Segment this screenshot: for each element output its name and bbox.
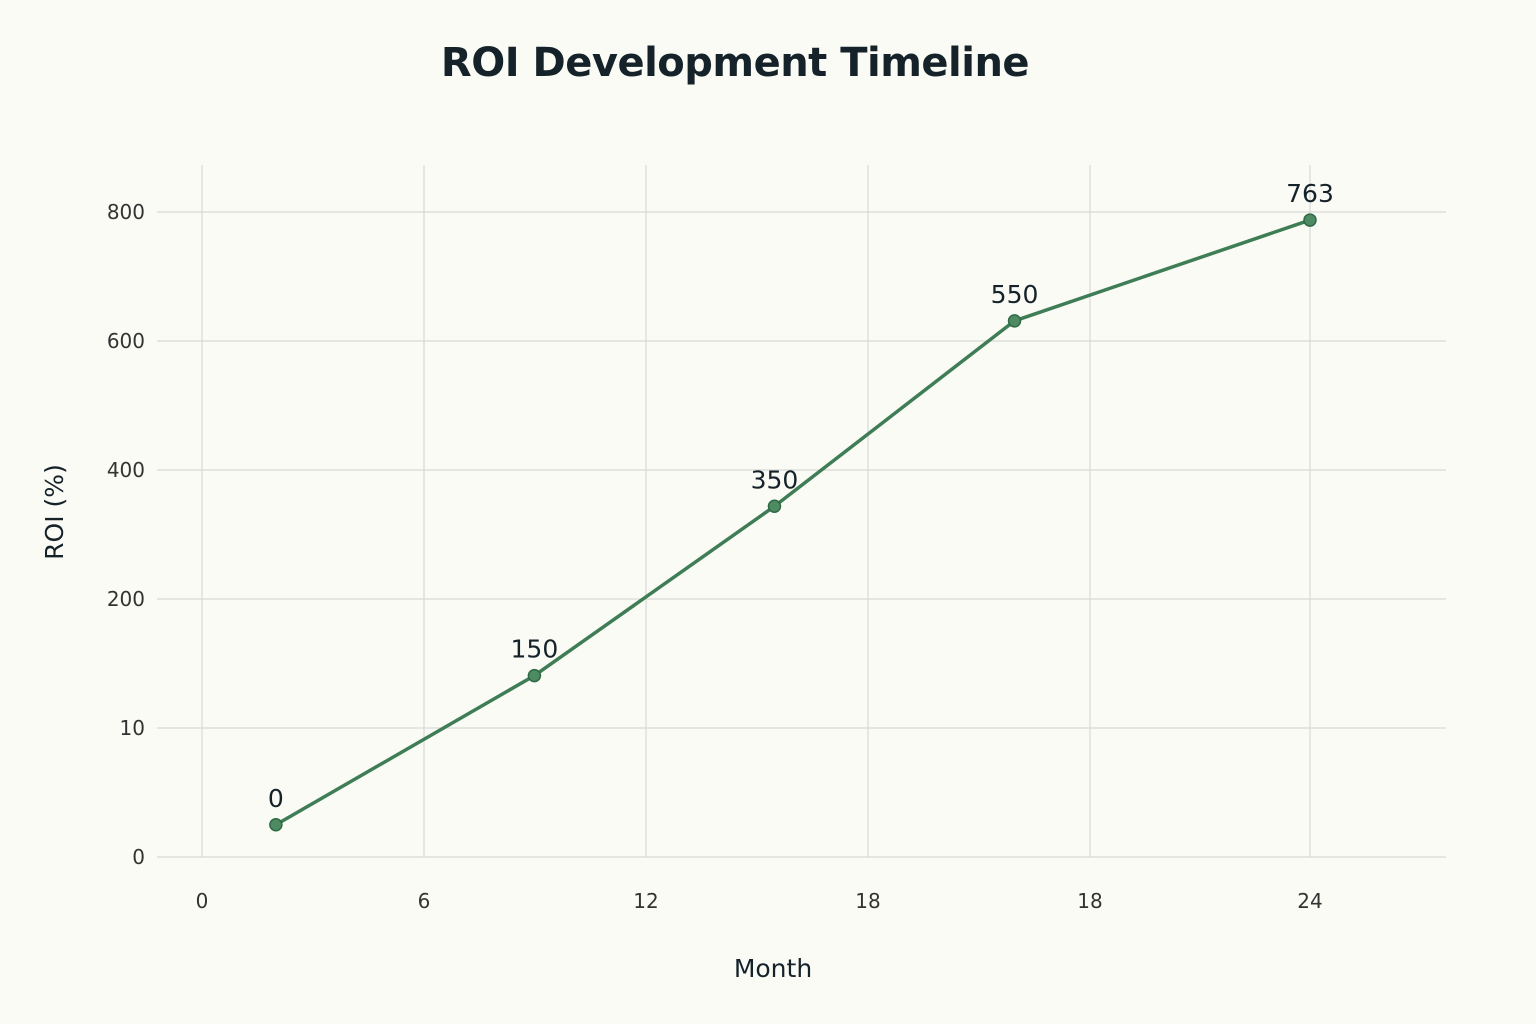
x-tick-label: 18: [855, 889, 880, 913]
data-point: [269, 818, 283, 832]
tick-labels: 0 6 12 18 18 24 0 10 200 400 600 800: [107, 200, 1323, 913]
data-point: [767, 499, 782, 514]
y-tick-label: 0: [132, 845, 145, 869]
data-label: 550: [991, 280, 1039, 309]
y-axis-label: ROI (%): [40, 464, 69, 560]
series-line: [274, 218, 1311, 827]
data-point: [1007, 314, 1022, 328]
data-point: [1303, 213, 1317, 227]
x-axis-label: Month: [734, 954, 812, 983]
chart-title: ROI Development Timeline: [440, 40, 1030, 86]
x-tick-label: 12: [633, 889, 658, 913]
y-tick-label: 800: [107, 200, 145, 224]
y-tick-label: 200: [107, 587, 145, 611]
x-tick-label: 0: [196, 889, 209, 913]
data-labels: 0 150 350 550 763: [268, 179, 1334, 813]
y-tick-label: 400: [107, 458, 145, 482]
y-tick-label: 600: [107, 329, 145, 353]
data-label: 350: [751, 465, 799, 494]
data-label: 763: [1286, 179, 1334, 208]
data-label: 150: [511, 635, 559, 664]
y-tick-label: 10: [120, 716, 145, 740]
data-label: 0: [268, 784, 284, 813]
x-tick-label: 6: [418, 889, 431, 913]
series-roi: [269, 213, 1317, 832]
x-tick-label: 18: [1077, 889, 1102, 913]
x-tick-label: 24: [1297, 889, 1322, 913]
grid: [157, 165, 1446, 858]
data-point: [527, 668, 542, 683]
